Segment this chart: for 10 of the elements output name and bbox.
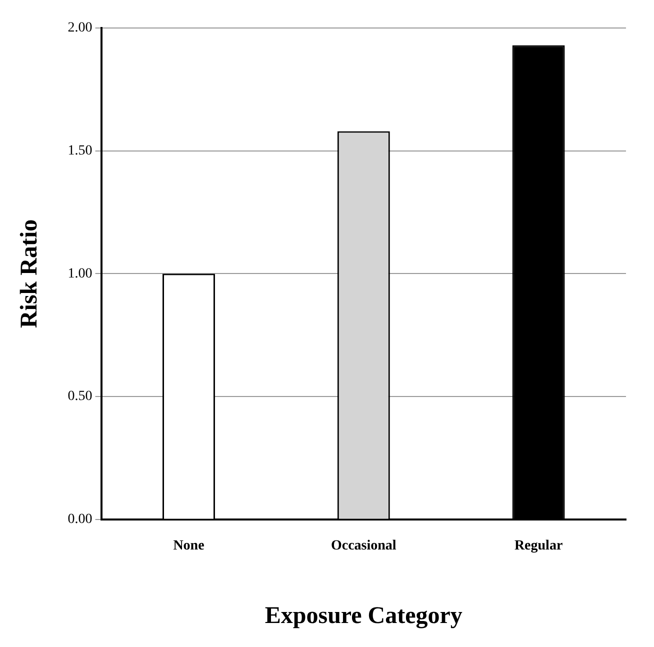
y-tick-label: 0.50	[68, 389, 92, 404]
x-tick-label: Occasional	[330, 538, 396, 554]
x-tick-label: Regular	[514, 538, 563, 554]
x-tick-label: None	[173, 538, 204, 554]
y-tick-label: 1.50	[68, 144, 92, 159]
x-axis-title: Exposure Category	[264, 602, 462, 629]
y-tick-label: 0.00	[68, 512, 92, 528]
y-tick-label: 1.00	[68, 266, 92, 282]
y-tick-label: 2.00	[68, 20, 92, 36]
y-axis-title: Risk Ratio	[16, 219, 43, 328]
